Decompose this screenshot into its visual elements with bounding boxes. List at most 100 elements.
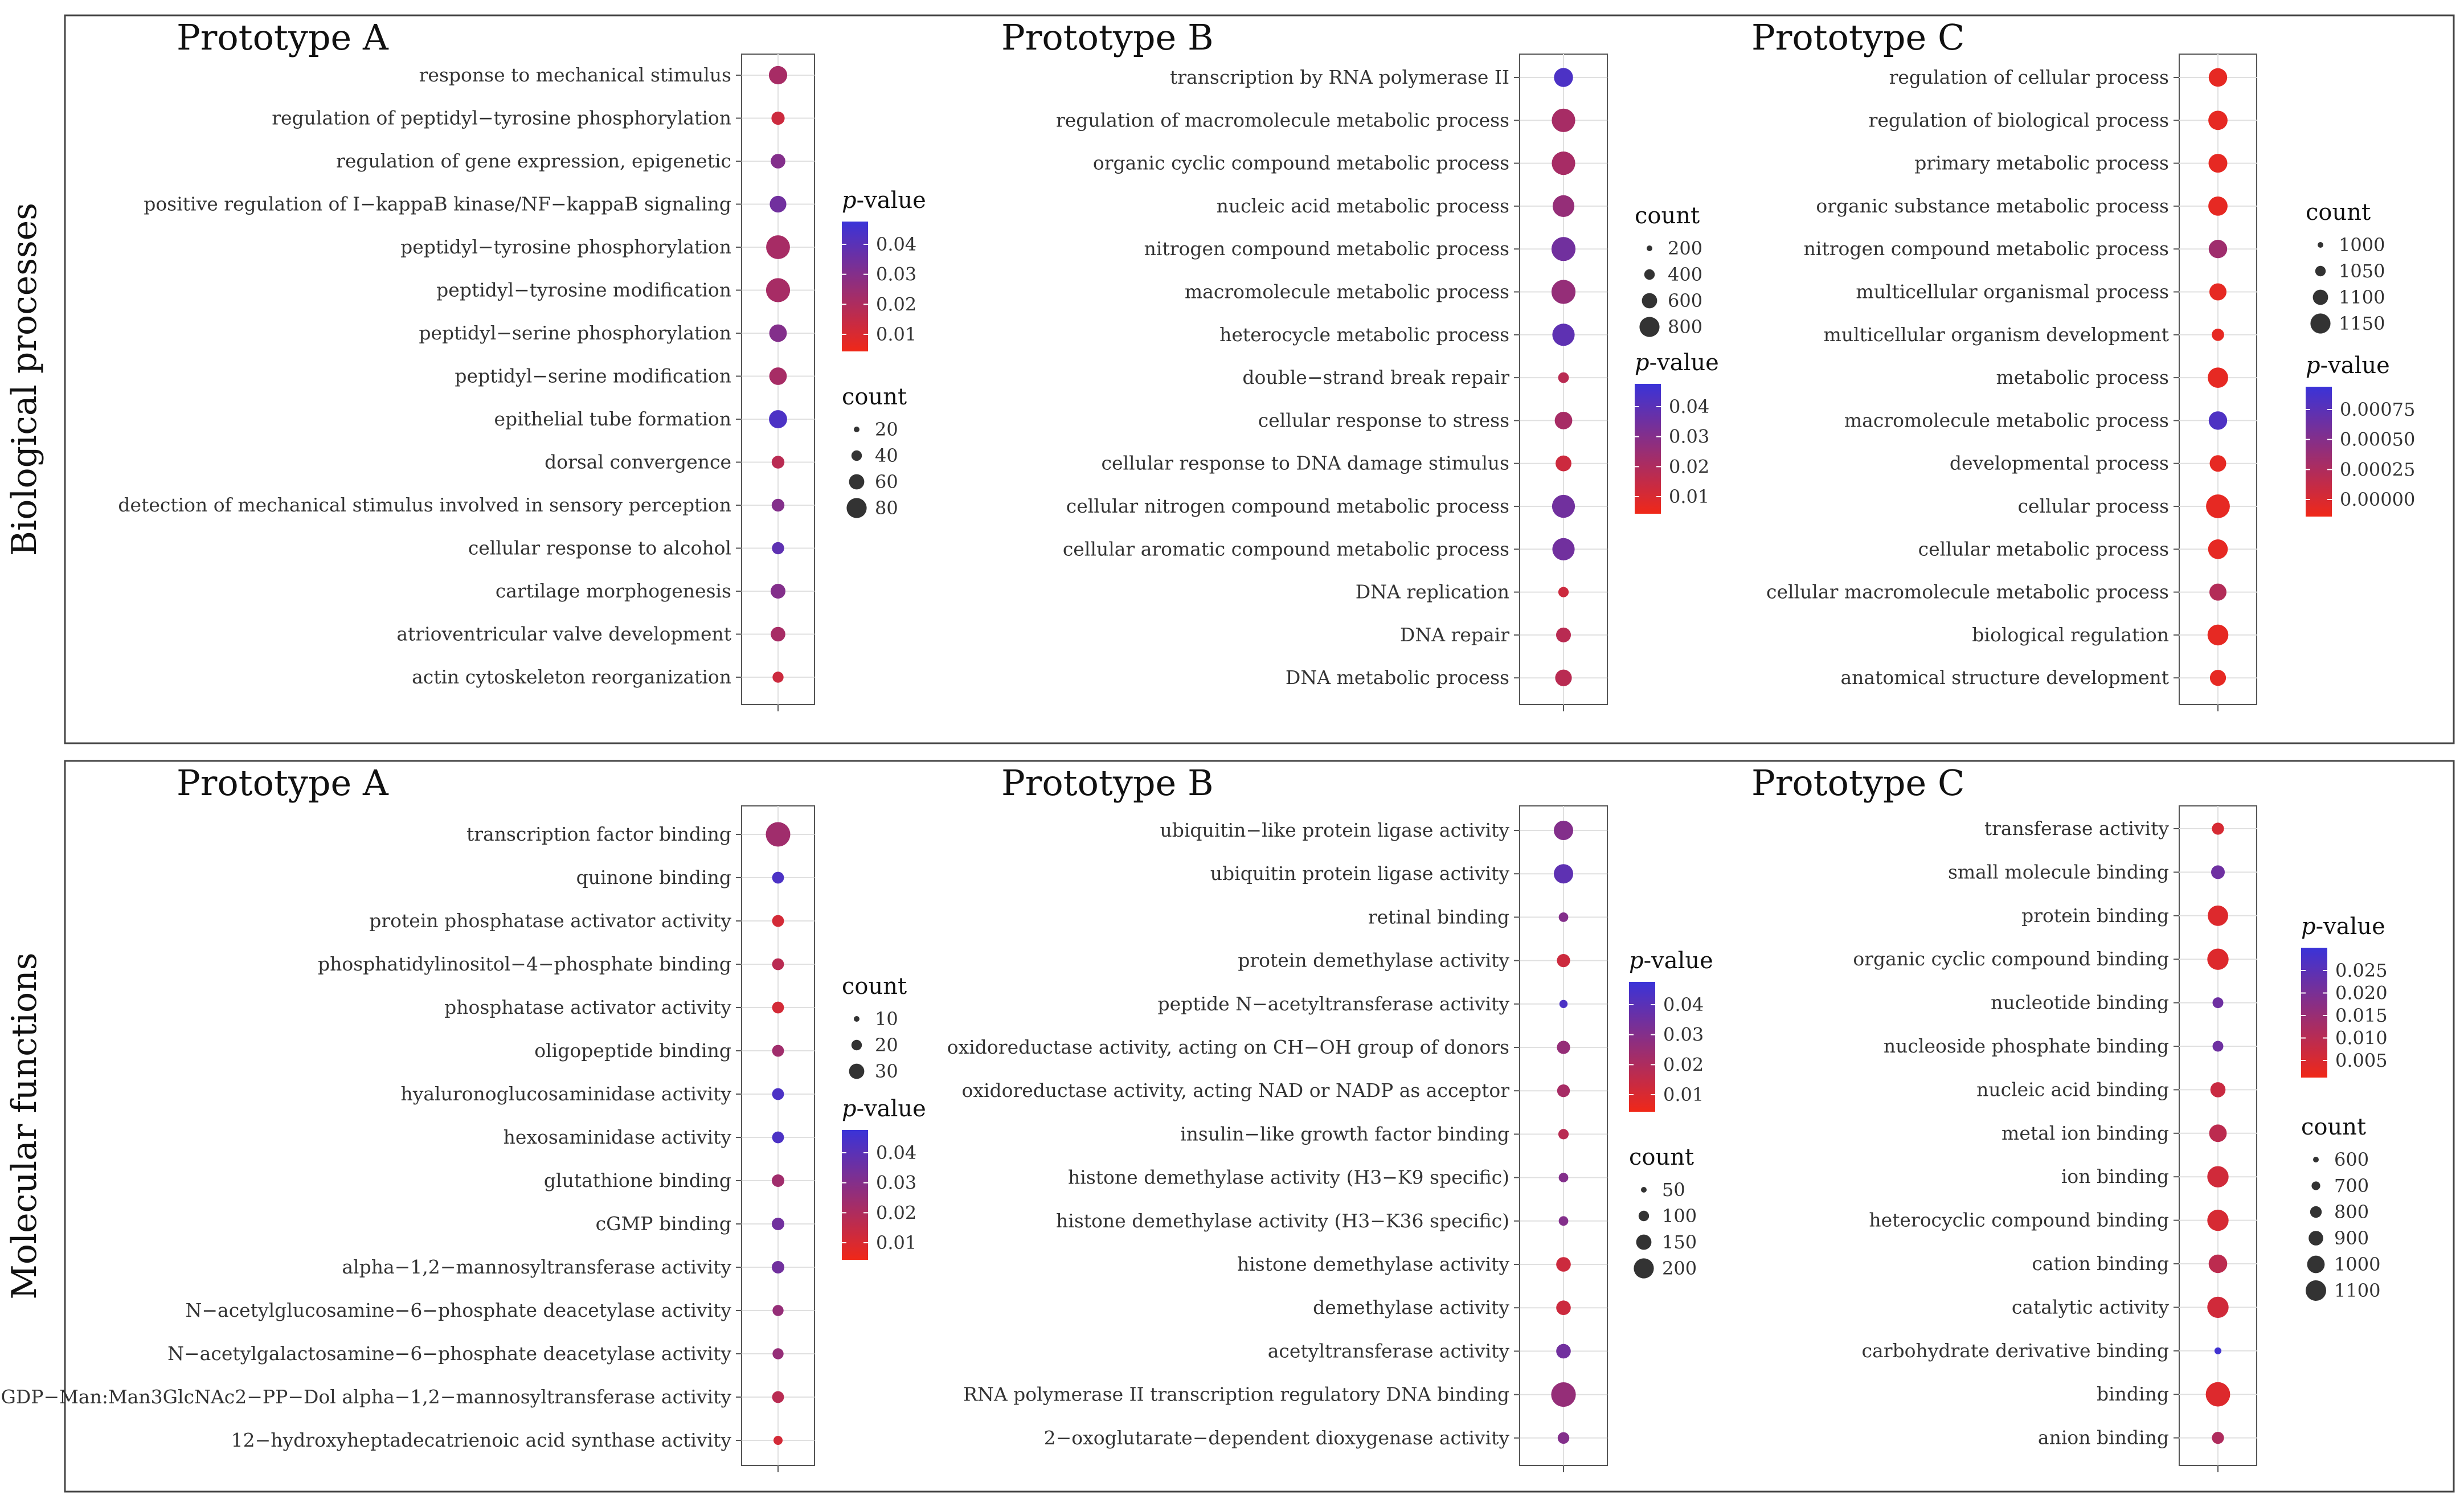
data-point [1556, 1257, 1571, 1272]
p-value-legend: p-value 0.00075 0.00050 0.00025 0.00000 [2306, 353, 2415, 517]
term-label: histone demethylase activity (H3−K36 spe… [1056, 1210, 1509, 1232]
term-label: demethylase activity [1313, 1296, 1509, 1318]
term-label: GDP−Man:Man3GlcNAc2−PP−Dol alpha−1,2−man… [1, 1386, 731, 1408]
p-value-legend: p-value 0.04 0.03 0.02 0.01 [1635, 350, 1719, 514]
p-value-colorbar [2301, 948, 2327, 1078]
panel-title: Prototype C [1751, 762, 1964, 804]
colorbar-tick-label: 0.010 [2335, 1027, 2388, 1049]
count-legend: count 10 20 30 [842, 973, 907, 1082]
panel-5: Prototype B ubiquitin−like protein ligase… [947, 762, 1713, 1472]
count-legend-dot [851, 450, 862, 461]
count-legend-dot [2313, 1157, 2319, 1162]
term-label: regulation of macromolecule metabolic pr… [1056, 109, 1509, 131]
colorbar-tick-label: 0.025 [2335, 960, 2388, 981]
term-label: double−strand break repair [1242, 366, 1509, 388]
panel-1: Prototype A response to mechanical stimul… [118, 17, 926, 711]
colorbar-tick-label: 0.020 [2335, 982, 2388, 1004]
p-value-legend-title: p-value [842, 1096, 926, 1122]
count-legend-label: 1000 [2334, 1254, 2380, 1275]
term-label: cellular metabolic process [1918, 538, 2169, 560]
data-point [2208, 411, 2228, 430]
data-point [1559, 1000, 1568, 1009]
data-point [772, 1391, 784, 1403]
count-legend-dot [2309, 1231, 2323, 1246]
term-label: organic cyclic compound metabolic proces… [1093, 152, 1509, 174]
term-label: macromolecule metabolic process [1844, 409, 2169, 431]
colorbar-tick-label: 0.01 [876, 1232, 916, 1254]
count-legend-dot [2310, 1206, 2322, 1218]
term-label: nucleic acid binding [1976, 1078, 2169, 1100]
count-legend-label: 40 [875, 445, 898, 466]
data-point [771, 456, 785, 469]
count-legend-label: 60 [875, 471, 898, 493]
count-legend: count 20 40 60 80 [842, 384, 907, 519]
term-label: glutathione binding [544, 1169, 731, 1191]
term-label: transcription factor binding [466, 823, 731, 845]
term-label: nucleotide binding [1991, 992, 2169, 1014]
p-value-colorbar [842, 222, 868, 351]
term-label: hyaluronoglucosaminidase activity [400, 1083, 731, 1105]
count-legend-label: 200 [1668, 237, 1702, 259]
data-point [1558, 372, 1569, 383]
data-point [1551, 237, 1576, 261]
term-label: regulation of peptidyl−tyrosine phosphor… [272, 107, 731, 129]
count-legend-dot [854, 1016, 859, 1022]
data-point [772, 915, 784, 927]
count-legend-label: 10 [875, 1008, 898, 1030]
count-legend-dot [849, 474, 865, 490]
data-point [772, 671, 784, 683]
data-point [2207, 1209, 2229, 1231]
count-legend-title: count [842, 973, 907, 1000]
data-point [1551, 280, 1576, 304]
data-point [766, 235, 790, 259]
p-value-legend-title: p-value [1629, 948, 1713, 974]
data-point [2209, 670, 2226, 686]
term-label: catalytic activity [2012, 1296, 2170, 1318]
count-legend-dot [2312, 289, 2328, 305]
data-point [1557, 1084, 1570, 1098]
p-value-legend-title: p-value [842, 187, 926, 214]
colorbar-tick-label: 0.03 [876, 1172, 916, 1194]
term-label: response to mechanical stimulus [419, 64, 731, 86]
count-legend-title: count [1629, 1144, 1694, 1170]
term-label: histone demethylase activity [1237, 1253, 1509, 1275]
colorbar-tick-label: 0.015 [2335, 1005, 2388, 1026]
panel-title: Prototype A [177, 762, 389, 804]
data-point [1554, 821, 1573, 840]
data-point [2208, 240, 2228, 259]
data-point [2207, 624, 2229, 646]
p-value-colorbar [2306, 387, 2332, 517]
panel-title: Prototype B [1001, 17, 1214, 58]
term-label: transferase activity [1984, 817, 2169, 840]
data-point [2209, 583, 2226, 601]
data-point [1556, 1300, 1571, 1315]
p-value-legend: p-value 0.04 0.03 0.02 0.01 [842, 187, 926, 351]
count-legend-label: 200 [1662, 1258, 1697, 1279]
colorbar-tick-label: 0.00000 [2340, 489, 2415, 510]
count-legend-dot [1641, 1187, 1647, 1193]
term-label: peptidyl−tyrosine modification [436, 279, 731, 301]
count-legend-dot [2310, 313, 2331, 334]
count-legend-dot [1636, 1234, 1652, 1250]
data-point [1554, 68, 1573, 87]
data-point [771, 626, 785, 642]
count-legend-dot [851, 1039, 862, 1051]
colorbar-tick-label: 0.04 [876, 1142, 916, 1164]
count-legend-label: 900 [2334, 1227, 2369, 1249]
data-point [1552, 195, 1575, 217]
colorbar-tick-label: 0.00075 [2340, 399, 2415, 420]
data-point [2209, 455, 2226, 472]
data-point [2208, 539, 2228, 559]
term-label: hexosaminidase activity [504, 1126, 732, 1148]
count-legend-dot [854, 427, 859, 432]
colorbar-tick-label: 0.04 [1669, 396, 1709, 417]
molecular-functions-frame [64, 760, 2455, 1493]
data-point [772, 1305, 784, 1316]
data-point [2206, 494, 2230, 518]
data-point [772, 1218, 784, 1230]
term-label: anatomical structure development [1840, 666, 2169, 689]
data-point [2207, 1166, 2229, 1187]
data-point [2208, 1254, 2228, 1273]
term-label: alpha−1,2−mannosyltransferase activity [342, 1256, 731, 1278]
